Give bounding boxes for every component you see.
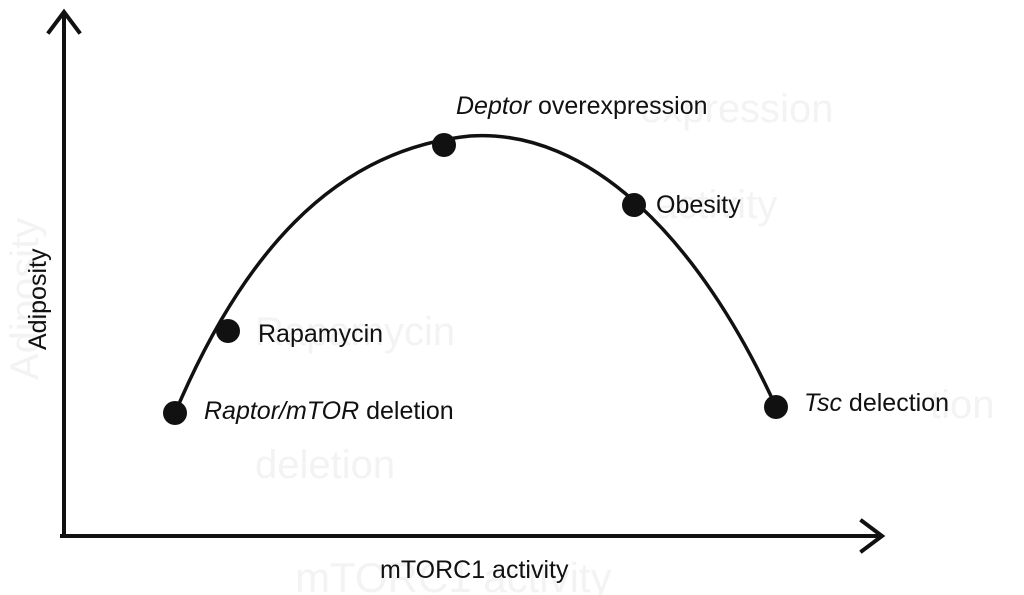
label-deptor-overexpression: Deptor overexpression — [456, 92, 708, 120]
label-plain-part: deletion — [359, 397, 454, 425]
watermark-text: expression — [640, 87, 833, 131]
point-tsc-delection — [764, 395, 788, 419]
watermark-text: Adiposity — [3, 218, 47, 380]
point-obesity — [622, 193, 646, 217]
label-obesity: Obesity — [656, 191, 741, 219]
watermark-text: activity — [655, 183, 777, 227]
axes — [46, 8, 886, 554]
point-deptor-overexpression — [432, 133, 456, 157]
label-italic-part: Tsc — [804, 389, 842, 417]
x-axis-label: mTORC1 activity — [380, 556, 569, 584]
adiposity-curve — [173, 133, 778, 415]
watermark-text: Rapamycin — [255, 310, 455, 354]
label-italic-part: Deptor — [456, 92, 533, 120]
label-italic-part: Raptor/mTOR — [204, 397, 359, 425]
label-raptor-mtor-deletion: Raptor/mTOR deletion — [204, 397, 454, 425]
point-rapamycin — [216, 319, 240, 343]
label-plain-part: delection — [842, 389, 949, 417]
label-rapamycin: Rapamycin — [258, 320, 383, 348]
watermark-text: tion — [930, 383, 995, 427]
y-axis-arrow-icon — [46, 8, 82, 35]
data-points — [163, 133, 788, 425]
watermark: expression activity Rapamycin deletion t… — [3, 87, 995, 595]
x-axis-arrow-icon — [859, 518, 886, 554]
label-plain-part: overexpression — [531, 92, 707, 120]
watermark-text: deletion — [255, 443, 395, 487]
watermark-text: mTORC1 activity — [295, 554, 612, 595]
point-raptor-mtor-deletion — [163, 401, 187, 425]
y-axis-label: Adiposity — [24, 248, 52, 350]
label-tsc-delection: Tsc delection — [804, 389, 949, 417]
